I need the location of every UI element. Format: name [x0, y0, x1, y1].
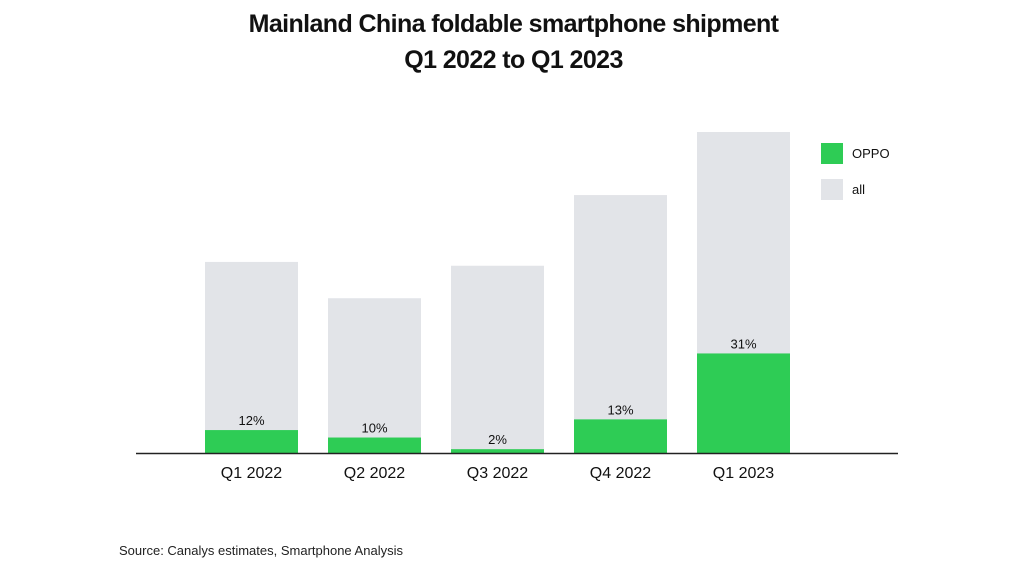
data-label: 2% — [488, 432, 507, 447]
bar-all — [205, 261, 298, 453]
x-tick-label: Q3 2022 — [467, 465, 528, 482]
bar-oppo — [328, 437, 421, 453]
legend-swatch — [821, 143, 843, 164]
chart-subtitle: Q1 2022 to Q1 2023 — [404, 46, 623, 74]
legend-label: all — [852, 182, 865, 197]
bar-oppo — [574, 419, 667, 453]
legend-swatch — [821, 179, 843, 200]
bar-all — [328, 298, 421, 453]
x-tick-label: Q4 2022 — [590, 465, 651, 482]
legend-label: OPPO — [852, 146, 890, 161]
source-note: Source: Canalys estimates, Smartphone An… — [119, 543, 403, 558]
data-label: 13% — [607, 402, 633, 417]
bar-oppo — [697, 353, 790, 453]
bar-all — [451, 265, 544, 453]
chart-title: Mainland China foldable smartphone shipm… — [248, 10, 779, 38]
data-label: 31% — [730, 336, 756, 351]
x-tick-label: Q1 2023 — [713, 465, 774, 482]
bar-all — [574, 195, 667, 453]
data-label: 12% — [238, 413, 264, 428]
x-tick-label: Q2 2022 — [344, 465, 405, 482]
bar-oppo — [205, 430, 298, 453]
data-label: 10% — [361, 421, 387, 436]
x-tick-label: Q1 2022 — [221, 465, 282, 482]
bar-oppo — [451, 449, 544, 453]
